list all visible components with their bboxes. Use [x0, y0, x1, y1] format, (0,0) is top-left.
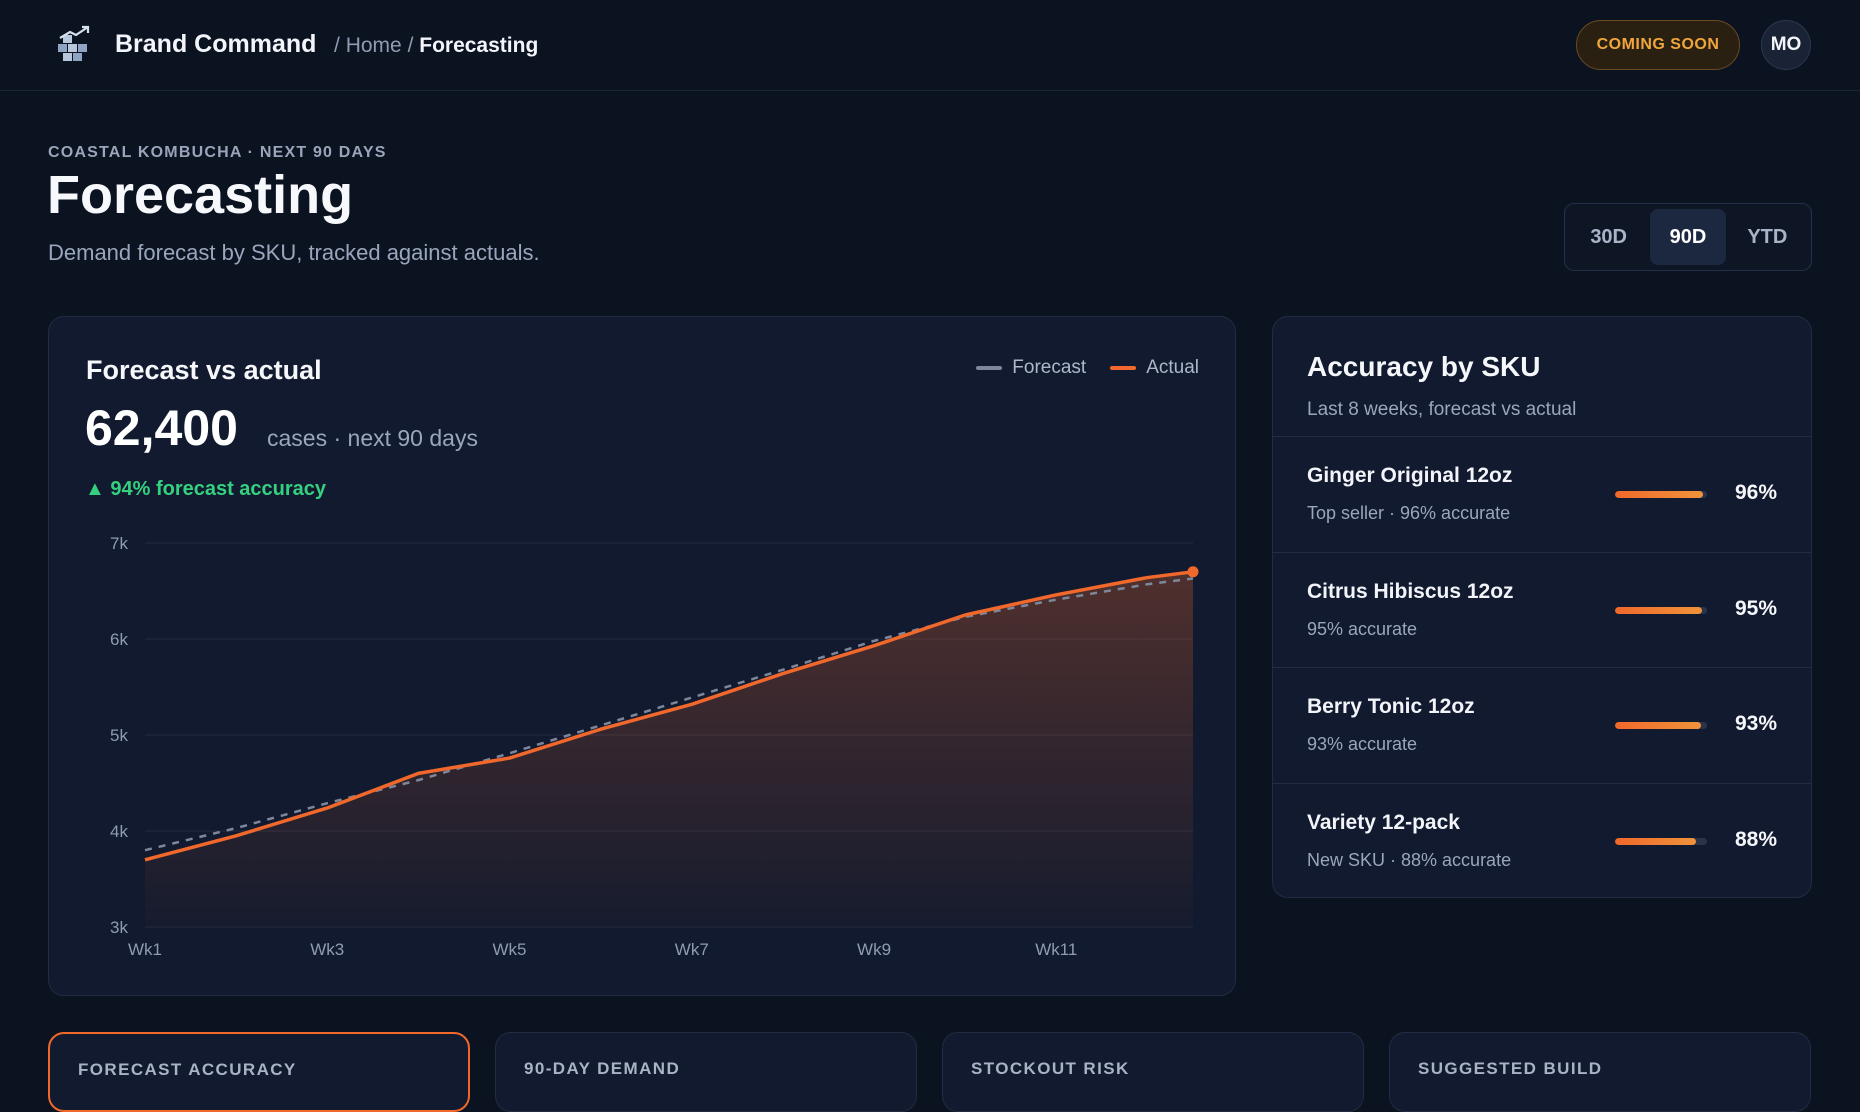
kpi-forecast-accuracy[interactable]: FORECAST ACCURACY — [48, 1032, 470, 1112]
top-bar: Brand Command / Home / Forecasting COMIN… — [0, 0, 1860, 91]
x-tick-label: Wk1 — [128, 940, 162, 959]
accuracy-by-sku-card: Accuracy by SKU Last 8 weeks, forecast v… — [1272, 316, 1812, 898]
sku-accuracy-pct: 93% — [1734, 712, 1777, 735]
page-title: Forecasting — [47, 165, 354, 225]
sku-name: Ginger Original 12oz — [1307, 464, 1513, 487]
breadcrumb-current: Forecasting — [419, 34, 539, 57]
legend-forecast-swatch — [976, 366, 1003, 370]
x-tick-label: Wk9 — [857, 940, 891, 959]
sku-accuracy-bar — [1615, 722, 1707, 729]
sku-accuracy-bar — [1615, 606, 1707, 614]
user-avatar[interactable]: MO — [1761, 20, 1811, 70]
range-90d-button[interactable]: 90D — [1650, 209, 1726, 265]
sku-accuracy-bar-fill — [1615, 491, 1704, 498]
kpi-label: STOCKOUT RISK — [971, 1059, 1130, 1078]
actual-endpoint — [1187, 566, 1199, 578]
kpi-label: 90-DAY DEMAND — [524, 1059, 681, 1078]
sku-list: Ginger Original 12oz Top seller · 96% ac… — [1273, 436, 1811, 898]
y-tick-label: 5k — [110, 726, 128, 745]
forecast-total-unit: cases · next 90 days — [267, 425, 478, 451]
breadcrumb-separator: / — [407, 34, 414, 57]
forecast-chart-card: 3k 4k 5k 6k 7k Wk1 Wk3 Wk5 Wk7 Wk9 Wk11 Forecast v… — [48, 316, 1236, 996]
legend-actual-swatch — [1110, 366, 1137, 370]
breadcrumb: / Home / Forecasting — [334, 34, 538, 58]
sku-accuracy-bar-fill — [1615, 606, 1703, 614]
brand-name[interactable]: Brand Command — [115, 30, 317, 58]
range-30d-button[interactable]: 30D — [1590, 225, 1628, 248]
forecast-series-line — [144, 577, 1194, 852]
sku-name: Variety 12-pack — [1307, 810, 1460, 834]
coming-soon-badge[interactable]: COMING SOON — [1576, 20, 1740, 70]
sku-accuracy-bar — [1615, 491, 1707, 498]
kpi-90-day-demand[interactable]: 90-DAY DEMAND — [495, 1032, 917, 1112]
actual-area — [145, 571, 1193, 927]
y-tick-label: 7k — [110, 534, 128, 553]
sku-accuracy-pct: 88% — [1734, 827, 1777, 851]
sku-note: Top seller · 96% accurate — [1307, 503, 1511, 523]
y-tick-label: 3k — [110, 918, 128, 937]
accuracy-card-subtitle: Last 8 weeks, forecast vs actual — [1307, 399, 1577, 420]
y-tick-label: 6k — [110, 630, 128, 649]
actual-series-line — [144, 570, 1194, 862]
breadcrumb-home[interactable]: Home — [345, 34, 402, 57]
sku-note: 93% accurate — [1307, 734, 1418, 754]
x-tick-label: Wk5 — [493, 940, 527, 959]
forecast-chart: 3k 4k 5k 6k 7k Wk1 Wk3 Wk5 Wk7 Wk9 Wk11 — [110, 534, 1199, 959]
kpi-suggested-build[interactable]: SUGGESTED BUILD — [1389, 1032, 1811, 1112]
sku-row[interactable]: Variety 12-pack New SKU · 88% accurate 8… — [1273, 782, 1811, 899]
sku-note: 95% accurate — [1307, 618, 1418, 639]
legend-actual[interactable]: Actual — [1110, 357, 1199, 379]
legend-actual-label: Actual — [1146, 357, 1199, 378]
legend-forecast-label: Forecast — [1012, 357, 1087, 378]
sku-name: Berry Tonic 12oz — [1307, 695, 1475, 718]
sku-name: Citrus Hibiscus 12oz — [1307, 579, 1514, 603]
boxes-arrow-icon[interactable] — [54, 24, 94, 64]
accuracy-card-title: Accuracy by SKU — [1307, 351, 1541, 382]
sku-accuracy-pct: 95% — [1734, 596, 1777, 620]
x-tick-label: Wk11 — [1035, 940, 1077, 959]
kpi-label: FORECAST ACCURACY — [78, 1060, 297, 1079]
y-tick-label: 4k — [110, 822, 128, 841]
sku-row[interactable]: Citrus Hibiscus 12oz 95% accurate 95% — [1273, 551, 1811, 668]
range-toggle: 30D 90D YTD — [1564, 203, 1812, 271]
page-subtitle: Demand forecast by SKU, tracked against … — [48, 240, 540, 265]
sku-row[interactable]: Berry Tonic 12oz 93% accurate 93% — [1273, 667, 1811, 783]
chart-legend: Forecast Actual — [976, 357, 1199, 379]
legend-forecast[interactable]: Forecast — [976, 357, 1086, 379]
sku-accuracy-pct: 96% — [1734, 481, 1777, 504]
forecast-total: 62,400 — [85, 400, 238, 456]
page-eyebrow: COASTAL KOMBUCHA · NEXT 90 DAYS — [48, 144, 387, 161]
sku-accuracy-bar-fill — [1615, 722, 1701, 729]
sku-accuracy-bar-fill — [1615, 837, 1696, 845]
forecast-accuracy-tag: ▲ 94% forecast accuracy — [85, 478, 327, 500]
x-tick-label: Wk3 — [310, 940, 344, 959]
sku-accuracy-bar — [1615, 837, 1707, 845]
sku-note: New SKU · 88% accurate — [1307, 849, 1512, 870]
range-ytd-button[interactable]: YTD — [1747, 225, 1788, 248]
breadcrumb-separator: / — [334, 34, 340, 57]
kpi-stockout-risk[interactable]: STOCKOUT RISK — [942, 1032, 1364, 1112]
x-tick-label: Wk7 — [675, 940, 709, 959]
sku-row[interactable]: Ginger Original 12oz Top seller · 96% ac… — [1273, 436, 1811, 552]
chart-title: Forecast vs actual — [86, 355, 322, 385]
kpi-label: SUGGESTED BUILD — [1418, 1059, 1603, 1078]
